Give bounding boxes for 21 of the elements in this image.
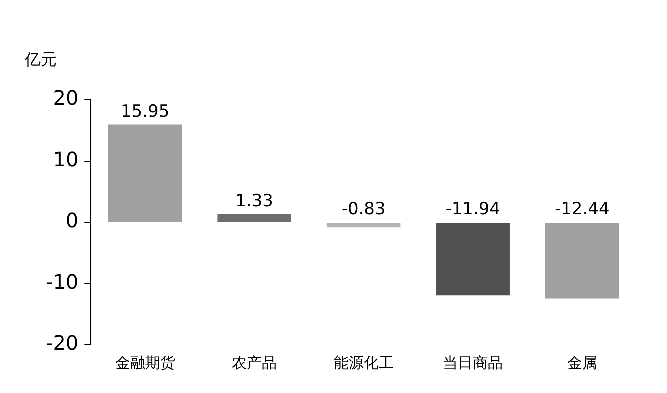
bar (545, 223, 620, 299)
bar (436, 223, 510, 296)
x-tick-label: 金属 (567, 354, 598, 372)
bar (326, 223, 401, 228)
data-label: 15.95 (120, 102, 170, 122)
x-tick-label: 能源化工 (334, 354, 394, 372)
bar (218, 214, 292, 222)
data-label: -12.44 (554, 200, 610, 220)
y-tick-label: -10 (46, 270, 79, 294)
y-tick-label: 10 (53, 147, 79, 172)
y-tick-label: 20 (53, 86, 79, 110)
data-label: 1.33 (236, 191, 274, 212)
y-tick-label: -20 (46, 331, 79, 356)
data-label: -0.83 (342, 200, 386, 220)
bar (108, 124, 182, 222)
y-tick-label: 0 (66, 208, 79, 233)
x-tick-label: 农产品 (232, 354, 278, 372)
data-label: -11.94 (446, 200, 501, 220)
x-tick-label: 金融期货 (115, 354, 176, 372)
y-axis-title: 亿元 (24, 50, 57, 69)
x-tick-label: 当日商品 (443, 354, 504, 372)
